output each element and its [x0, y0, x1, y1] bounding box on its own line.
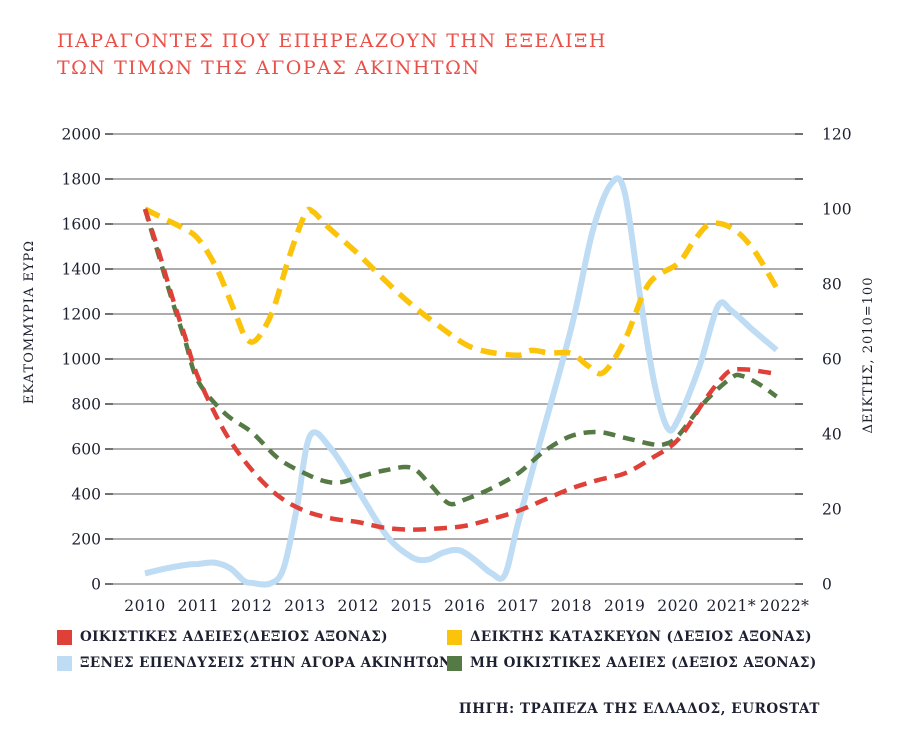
legend-swatch-construction-index: [447, 629, 462, 645]
x-axis-tick-label: 2012: [231, 597, 272, 615]
legend-swatch-foreign-investments: [57, 655, 72, 671]
x-axis-tick-label: 2015: [391, 597, 432, 615]
page-title-line2: ΤΩΝ ΤΙΜΩΝ ΤΗΣ ΑΓΟΡΑΣ ΑΚΙΝΗΤΩΝ: [57, 57, 481, 79]
right-axis-tick-label: 20: [822, 501, 842, 519]
legend-item-non-residential-permits: ΜΗ ΟΙΚΙΣΤΙΚΕΣ ΑΔΕΙΕΣ (ΔΕΞΙΟΣ ΑΞΟΝΑΣ): [447, 655, 837, 671]
series-line-foreign-investments: [144, 175, 779, 588]
page-title-line1: ΠΑΡΑΓΟΝΤΕΣ ΠΟΥ ΕΠΗΡΕΑΖΟΥΝ ΤΗΝ ΕΞΕΛΙΞΗ: [57, 30, 607, 52]
x-axis-tick-label: 2010: [124, 597, 165, 615]
left-axis-label: ΕΚΑΤΟΜΜΥΡΙΑ ΕΥΡΩ: [22, 240, 37, 404]
x-axis-tick-label: 2011: [178, 597, 219, 615]
legend-item-construction-index: ΔΕΙΚΤΗΣ ΚΑΤΑΣΚΕΥΩΝ (ΔΕΞΙΟΣ ΑΞΟΝΑΣ): [447, 629, 837, 645]
series-line-construction-index: [143, 206, 779, 377]
left-axis-tick-label: 2000: [62, 126, 101, 144]
left-axis-tick-label: 1000: [62, 351, 101, 369]
x-axis-tick-label: 2021*: [706, 597, 756, 615]
x-axis-tick-label: 2022*: [760, 597, 810, 615]
right-axis-tick-label: 60: [822, 351, 842, 369]
x-axis-tick-label: 2016: [444, 597, 485, 615]
left-axis-tick-label: 0: [91, 576, 101, 594]
x-axis-tick-label: 2012: [337, 597, 378, 615]
legend-label: ΔΕΙΚΤΗΣ ΚΑΤΑΣΚΕΥΩΝ (ΔΕΞΙΟΣ ΑΞΟΝΑΣ): [470, 629, 812, 645]
left-axis-tick-label: 200: [71, 531, 101, 549]
legend-label: ΜΗ ΟΙΚΙΣΤΙΚΕΣ ΑΔΕΙΕΣ (ΔΕΞΙΟΣ ΑΞΟΝΑΣ): [470, 655, 817, 671]
source-note: ΠΗΓΗ: ΤΡΑΠΕΖΑ ΤΗΣ ΕΛΛΑΔΟΣ, EUROSTAT: [458, 701, 820, 717]
x-axis-tick-label: 2020: [657, 597, 698, 615]
legend-label: ΞΕΝΕΣ ΕΠΕΝΔΥΣΕΙΣ ΣΤΗΝ ΑΓΟΡΑ ΑΚΙΝΗΤΩΝ: [80, 655, 452, 671]
legend: ΟΙΚΙΣΤΙΚΕΣ ΑΔΕΙΕΣ(ΔΕΞΙΟΣ ΑΞΟΝΑΣ) ΔΕΙΚΤΗΣ …: [57, 629, 837, 671]
legend-item-foreign-investments: ΞΕΝΕΣ ΕΠΕΝΔΥΣΕΙΣ ΣΤΗΝ ΑΓΟΡΑ ΑΚΙΝΗΤΩΝ: [57, 655, 451, 671]
right-axis-tick-label: 0: [822, 576, 832, 594]
left-axis-tick-label: 1800: [62, 171, 101, 189]
left-axis-tick-label: 1600: [62, 216, 101, 234]
x-axis-tick-label: 2013: [284, 597, 325, 615]
series-line-non-residential-permits: [142, 208, 778, 507]
left-axis-tick-label: 800: [71, 396, 101, 414]
right-axis-label: ΔΕΙΚΤΗΣ, 2010=100: [861, 277, 876, 434]
legend-swatch-non-residential-permits: [447, 655, 462, 671]
right-axis-tick-label: 40: [822, 426, 842, 444]
x-axis-tick-label: 2017: [497, 597, 538, 615]
legend-swatch-residential-permits: [57, 629, 72, 645]
x-axis-tick-label: 2018: [551, 597, 592, 615]
left-axis-tick-label: 400: [71, 486, 101, 504]
left-axis-tick-label: 600: [71, 441, 101, 459]
left-axis-tick-label: 1200: [62, 306, 101, 324]
right-axis-tick-label: 120: [822, 126, 852, 144]
series-line-residential-permits: [142, 208, 778, 532]
right-axis-tick-label: 100: [822, 201, 852, 219]
left-axis-tick-label: 1400: [62, 261, 101, 279]
legend-label: ΟΙΚΙΣΤΙΚΕΣ ΑΔΕΙΕΣ(ΔΕΞΙΟΣ ΑΞΟΝΑΣ): [80, 629, 388, 645]
page-title: ΠΑΡΑΓΟΝΤΕΣ ΠΟΥ ΕΠΗΡΕΑΖΟΥΝ ΤΗΝ ΕΞΕΛΙΞΗ ΤΩ…: [57, 28, 607, 82]
x-axis-tick-label: 2019: [604, 597, 645, 615]
legend-item-residential-permits: ΟΙΚΙΣΤΙΚΕΣ ΑΔΕΙΕΣ(ΔΕΞΙΟΣ ΑΞΟΝΑΣ): [57, 629, 447, 645]
right-axis-tick-label: 80: [822, 276, 842, 294]
